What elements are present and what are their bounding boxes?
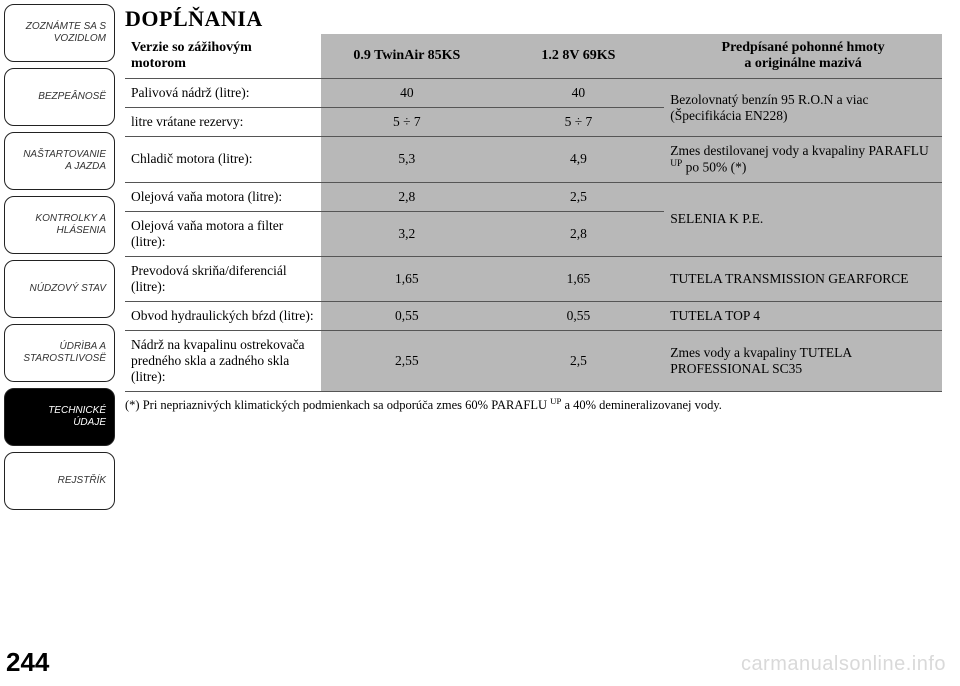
cell-v2: 2,8 [493,211,665,256]
cell-desc: Nádrž na kvapalinu ostrekovača predného … [125,330,321,391]
sidebar-tab[interactable]: ZOZNÁMTE SA S VOZIDLOM [4,4,115,62]
col-header-v1: 0.9 TwinAir 85KS [321,34,493,79]
cell-desc: Prevodová skriňa/diferenciál (litre): [125,256,321,301]
content: DOPĹŇANIA Verzie so zážihovým motorom0.9… [115,0,960,686]
cell-desc: Obvod hydraulických bŕzd (litre): [125,301,321,330]
cell-desc: Palivová nádrž (litre): [125,79,321,108]
page-title: DOPĹŇANIA [125,6,942,32]
page-number: 244 [4,647,115,686]
sidebar-tab[interactable]: NÚDZOVÝ STAV [4,260,115,318]
sidebar-tab[interactable]: ÚDRÌBA A STAROSTLIVOSË [4,324,115,382]
col-header-desc: Verzie so zážihovým motorom [125,34,321,79]
cell-desc: Olejová vaňa motora (litre): [125,182,321,211]
cell-v1: 5,3 [321,137,493,183]
cell-v2: 2,5 [493,182,665,211]
cell-v2: 0,55 [493,301,665,330]
sidebar-tab[interactable]: TECHNICKÉ ÚDAJE [4,388,115,446]
sidebar-tab[interactable]: REJSTŘÍK [4,452,115,510]
cell-v1: 1,65 [321,256,493,301]
sidebar: ZOZNÁMTE SA S VOZIDLOM BEZPEÂNOSË NAŠTARTO… [0,0,115,686]
cell-fluid: Zmes vody a kvapaliny TUTELA PROFESSIONA… [664,330,942,391]
cell-v2: 2,5 [493,330,665,391]
cell-desc: Chladič motora (litre): [125,137,321,183]
cell-v1: 0,55 [321,301,493,330]
cell-fluid: Bezolovnatý benzín 95 R.O.N a viac (Špec… [664,79,942,137]
cell-v1: 2,55 [321,330,493,391]
spec-table: Verzie so zážihovým motorom0.9 TwinAir 8… [125,34,942,392]
cell-fluid: Zmes destilovanej vody a kvapaliny PARAF… [664,137,942,183]
cell-v2: 1,65 [493,256,665,301]
cell-v1: 2,8 [321,182,493,211]
cell-fluid: TUTELA TOP 4 [664,301,942,330]
cell-v2: 40 [493,79,665,108]
cell-v2: 4,9 [493,137,665,183]
page: ZOZNÁMTE SA S VOZIDLOM BEZPEÂNOSË NAŠTARTO… [0,0,960,686]
cell-v1: 3,2 [321,211,493,256]
cell-desc: Olejová vaňa motora a filter (litre): [125,211,321,256]
footnote: (*) Pri nepriaznivých klimatických podmi… [125,396,942,413]
sidebar-tab[interactable]: NAŠTARTOVANIE A JAZDA [4,132,115,190]
sidebar-tab[interactable]: KONTROLKY A HLÁSENIA [4,196,115,254]
cell-v1: 5 ÷ 7 [321,108,493,137]
cell-v1: 40 [321,79,493,108]
cell-fluid: TUTELA TRANSMISSION GEARFORCE [664,256,942,301]
col-header-v2: 1.2 8V 69KS [493,34,665,79]
cell-fluid: SELENIA K P.E. [664,182,942,256]
col-header-fluid: Predpísané pohonné hmoty a originálne ma… [664,34,942,79]
cell-v2: 5 ÷ 7 [493,108,665,137]
cell-desc: litre vrátane rezervy: [125,108,321,137]
sidebar-tab[interactable]: BEZPEÂNOSË [4,68,115,126]
